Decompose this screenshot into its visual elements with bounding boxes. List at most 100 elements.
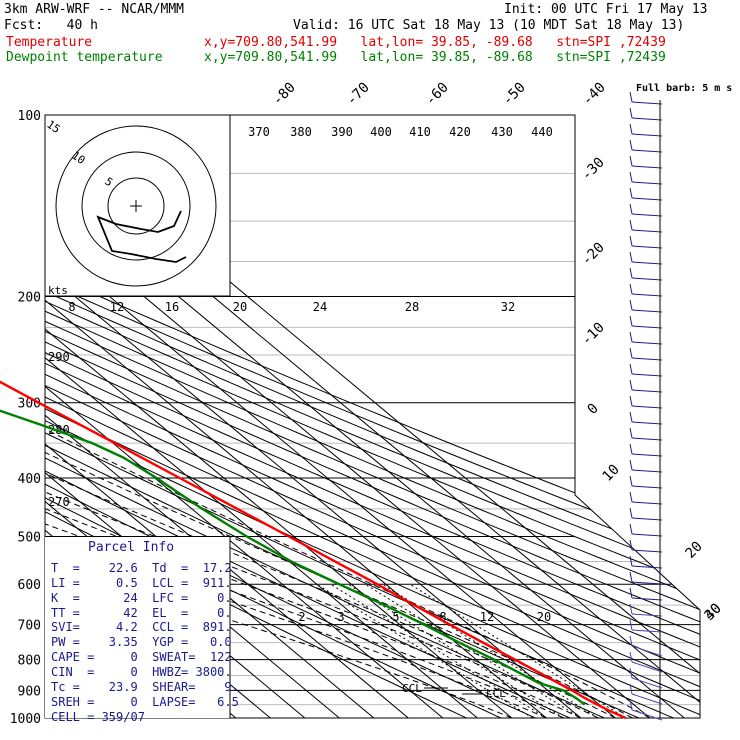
wind-barb <box>631 469 663 473</box>
wind-barb <box>631 677 663 689</box>
dry-adiabat-line <box>45 115 700 718</box>
wind-barb <box>631 341 663 345</box>
wind-barb-flag <box>629 219 633 231</box>
wind-barb <box>631 597 663 601</box>
dry-adiabat-line <box>45 115 700 718</box>
pressure-axis-label: 1000 <box>10 712 41 727</box>
wind-barb <box>631 629 663 633</box>
wind-barb <box>631 117 663 121</box>
wind-barb-flag <box>629 411 633 423</box>
wind-barb <box>631 213 663 217</box>
theta-label: 380 <box>290 125 312 139</box>
parcel-row: CAPE = 0 SWEAT= 122 <box>51 650 232 664</box>
hodograph-ring <box>107 177 165 235</box>
isotherm-label: -40 <box>580 80 609 109</box>
wind-barb-flag <box>629 107 633 119</box>
parcel-row: CELL = 359/07 <box>51 710 145 724</box>
parcel-info-panel <box>45 537 230 718</box>
moist-adiabat-line <box>45 296 651 718</box>
wind-barb <box>631 501 663 505</box>
wind-barb-flag <box>629 667 633 679</box>
wind-barb-flag <box>629 363 633 375</box>
wind-barb-flag <box>629 603 633 615</box>
lcl-label: LCL <box>486 687 506 700</box>
temperature-location: x,y=709.80,541.99 lat,lon= 39.85, -89.68… <box>204 35 666 50</box>
valid-time: Valid: 16 UTC Sat 18 May 13 (10 MDT Sat … <box>293 18 685 33</box>
parcel-row: T = 22.6 Td = 17.2 <box>51 561 232 575</box>
hodograph-ring-label: 15 <box>44 118 62 136</box>
wind-barb <box>631 133 663 137</box>
parcel-info-title: Parcel Info <box>88 540 175 555</box>
dry-adiabat-line <box>45 115 700 718</box>
wind-barb <box>631 277 663 281</box>
dry-adiabat-label: 290 <box>48 350 70 364</box>
wind-barb-flag <box>629 651 633 663</box>
isotherm-label: -30 <box>579 155 608 184</box>
wind-barb <box>631 661 663 673</box>
wind-barb <box>631 533 663 537</box>
wind-barb-flag <box>629 427 633 439</box>
mixing-ratio-line <box>364 583 582 718</box>
theta-label: 440 <box>531 125 553 139</box>
wind-barb <box>631 389 663 393</box>
pressure-axis-label: 800 <box>18 654 41 669</box>
isotherm-label: -10 <box>579 320 608 349</box>
wind-barb <box>631 293 663 297</box>
dry-adiabat-line <box>45 115 700 718</box>
wind-barb-flag <box>629 459 633 471</box>
wind-barb-flag <box>629 347 633 359</box>
hodograph-axis-label: 12 <box>110 300 124 314</box>
wind-barb <box>631 197 663 201</box>
isotherm-label: -70 <box>344 80 373 109</box>
theta-label: 430 <box>491 125 513 139</box>
isotherm-label: -20 <box>579 240 608 269</box>
wind-barb-flag <box>629 203 633 215</box>
wind-barb-flag <box>629 187 633 199</box>
wind-barb <box>631 165 663 169</box>
wind-barb <box>631 181 663 185</box>
dry-adiabat-line <box>45 115 700 718</box>
mixing-ratio-line <box>347 583 564 718</box>
hodograph-ring <box>81 151 191 261</box>
hodograph-axis-label: 24 <box>313 300 327 314</box>
mixing-ratio-line <box>409 583 626 718</box>
mixing-ratio-label: 8 <box>439 610 446 624</box>
dry-adiabat-line <box>45 115 674 718</box>
forecast-hour: Fcst: 40 h <box>4 18 98 33</box>
wind-barb <box>631 325 663 329</box>
mixing-ratio-line <box>330 583 547 718</box>
wind-barb-flag <box>629 443 633 455</box>
dry-adiabat-line <box>45 115 605 718</box>
isotherm-line <box>45 115 513 718</box>
isotherm-label: 10 <box>600 462 623 485</box>
hodograph-units-label: kts <box>48 284 68 297</box>
dry-adiabat-line <box>45 115 700 718</box>
wind-barb <box>631 245 663 249</box>
wind-barb <box>631 149 663 153</box>
mixing-ratio-label: 2 <box>298 610 305 624</box>
mixing-ratio-label: 3 <box>337 610 344 624</box>
moist-adiabat-line <box>45 296 599 718</box>
wind-barb <box>631 693 663 705</box>
pressure-axis-label: 600 <box>18 578 41 593</box>
parcel-row: CIN = 0 HWBZ= 3800. <box>51 665 232 679</box>
hodograph-axis-label: 16 <box>165 300 179 314</box>
isotherm-line <box>45 115 444 718</box>
moist-adiabat-line <box>45 296 513 718</box>
wind-barb-flag <box>629 539 633 551</box>
wind-barb <box>631 261 663 265</box>
parcel-row: LI = 0.5 LCL = 911. <box>51 576 232 590</box>
theta-label: 400 <box>370 125 392 139</box>
wind-barb-flag <box>629 267 633 279</box>
pressure-axis-label: 500 <box>18 530 41 545</box>
wind-barb <box>631 421 663 425</box>
dry-adiabat-line <box>45 115 700 718</box>
ccl-label: CCL <box>402 682 422 695</box>
model-title: 3km ARW-WRF -- NCAR/MMM <box>4 2 185 17</box>
hodograph-axis-label: 8 <box>68 300 75 314</box>
theta-label: 370 <box>248 125 270 139</box>
wind-barb-flag <box>629 283 633 295</box>
parcel-row: TT = 42 EL = 0. <box>51 606 232 620</box>
wind-barb-flag <box>629 475 633 487</box>
